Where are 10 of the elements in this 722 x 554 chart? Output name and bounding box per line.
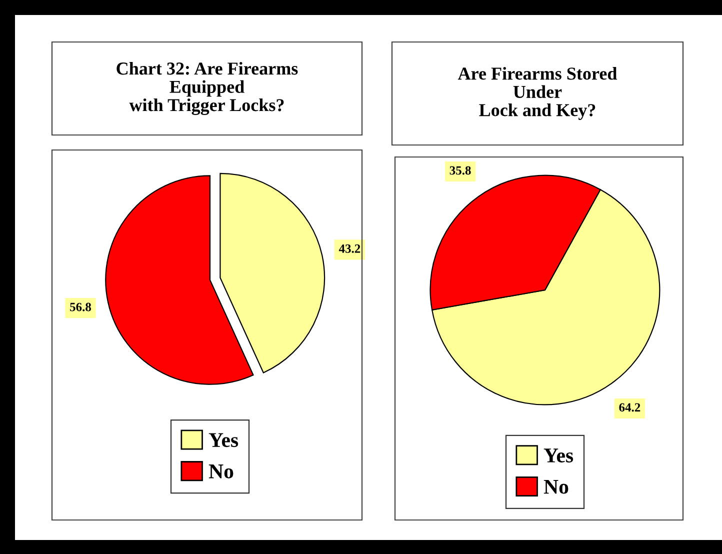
chart-title: Are Firearms Stored Under Lock and Key? bbox=[458, 67, 618, 120]
legend-label: Yes bbox=[544, 448, 574, 462]
legend-label: Yes bbox=[208, 433, 238, 448]
legend-label: No bbox=[544, 480, 568, 494]
data-label: 64.2 bbox=[619, 403, 640, 412]
legend-label: No bbox=[208, 464, 234, 478]
data-label: 56.8 bbox=[70, 302, 92, 312]
data-label: 35.8 bbox=[450, 166, 471, 175]
chart-title: Chart 32: Are Firearms Equipped with Trigger Locks? bbox=[116, 62, 298, 116]
data-label: 43.2 bbox=[338, 244, 360, 253]
